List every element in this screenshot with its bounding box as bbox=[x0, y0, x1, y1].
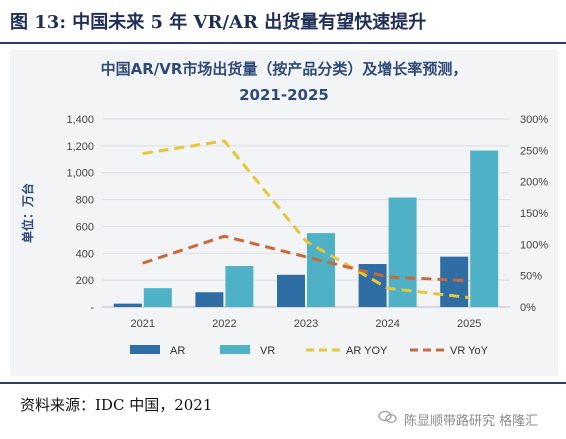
y-tick-label: 400 bbox=[76, 248, 94, 260]
legend-label: VR YoY bbox=[450, 345, 489, 357]
bottom-rule bbox=[0, 382, 566, 384]
legend-swatch bbox=[130, 345, 160, 354]
y2-tick-label: 250% bbox=[520, 145, 548, 157]
y-tick-label: 800 bbox=[76, 195, 94, 207]
line-ar-yoy bbox=[142, 139, 470, 300]
y-axis-label: 单位：万台 bbox=[20, 183, 35, 243]
y2-tick-label: 100% bbox=[520, 239, 548, 251]
bar-vr bbox=[143, 288, 172, 307]
watermark: 陈显顺带路研究 格隆汇 bbox=[404, 414, 539, 429]
y2-tick-label: 150% bbox=[520, 208, 548, 220]
bar-vr bbox=[225, 266, 254, 307]
x-tick-label: 2023 bbox=[294, 318, 318, 330]
y-tick-label: 1,400 bbox=[66, 114, 94, 126]
line-point bbox=[468, 297, 470, 299]
line-point bbox=[223, 140, 225, 142]
bar-ar bbox=[277, 274, 305, 307]
bar-vr bbox=[307, 233, 335, 307]
y-tick-label: 1,000 bbox=[66, 168, 94, 180]
line-vr-yoy bbox=[142, 234, 470, 283]
y2-tick-label: 0% bbox=[520, 302, 536, 314]
bar-ar bbox=[195, 292, 224, 307]
line-point bbox=[223, 235, 225, 237]
legend-label: AR YOY bbox=[346, 345, 388, 357]
y-tick-label: 1,200 bbox=[66, 141, 94, 153]
x-tick-label: 2021 bbox=[131, 318, 155, 330]
x-tick-label: 2025 bbox=[457, 318, 481, 330]
y2-tick-label: 50% bbox=[520, 271, 542, 283]
x-tick-label: 2022 bbox=[212, 318, 236, 330]
line-point bbox=[387, 276, 389, 278]
legend-swatch bbox=[220, 345, 250, 354]
line-point bbox=[305, 240, 307, 242]
line-point bbox=[142, 262, 144, 264]
y-tick-label: - bbox=[90, 302, 94, 314]
legend-label: VR bbox=[260, 345, 275, 357]
legend-label: AR bbox=[170, 345, 185, 357]
chart-title-line2: 2021-2025 bbox=[239, 86, 329, 104]
chart-panel: 中国AR/VR市场出货量（按产品分类）及增长率预测， 2021-2025 - 20… bbox=[10, 50, 558, 376]
y-tick-label: 200 bbox=[76, 275, 94, 287]
figure-title: 图 13: 中国未来 5 年 VR/AR 出货量有望快速提升 bbox=[10, 12, 427, 33]
bar-ar bbox=[113, 303, 142, 307]
line-point bbox=[142, 152, 144, 154]
chart-svg: - 200 400 600 800 1,000 1,200 1,400 0% 50% 100% 150… bbox=[20, 114, 548, 357]
bar-ar bbox=[440, 256, 469, 307]
chart-title-line1: 中国AR/VR市场出货量（按产品分类）及增长率预测， bbox=[100, 60, 468, 78]
wechat-icon bbox=[378, 410, 397, 423]
source-note: 资料来源：IDC 中国，2021 bbox=[20, 396, 213, 414]
line-point bbox=[468, 280, 470, 282]
y2-tick-label: 300% bbox=[520, 114, 548, 126]
x-tick-label: 2024 bbox=[375, 318, 399, 330]
y2-tick-label: 200% bbox=[520, 177, 548, 189]
y-tick-label: 600 bbox=[76, 221, 94, 233]
line-point bbox=[305, 256, 307, 258]
bar-vr bbox=[470, 150, 499, 307]
line-point bbox=[387, 287, 389, 289]
top-rule bbox=[0, 42, 566, 44]
